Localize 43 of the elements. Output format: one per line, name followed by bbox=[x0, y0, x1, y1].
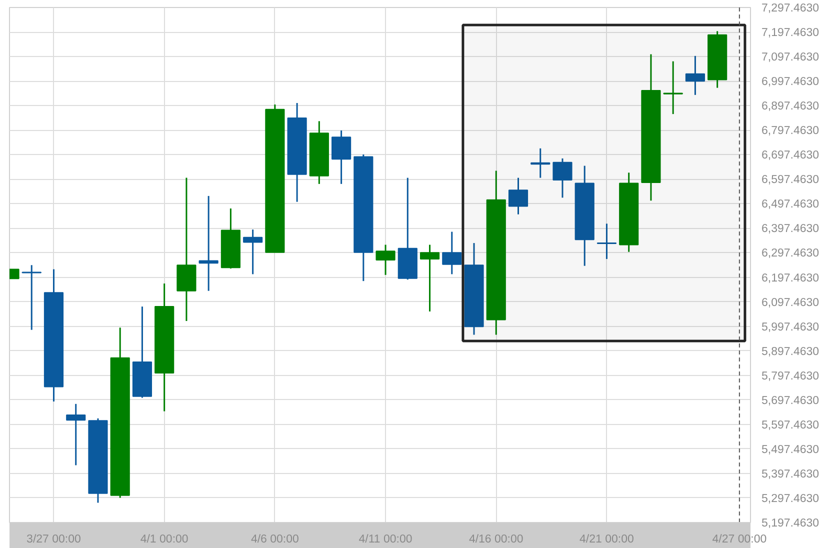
ref-line-label: 4/27 00:00 bbox=[712, 534, 767, 546]
y-tick-label: 5,997.4630 bbox=[762, 321, 820, 334]
x-tick-label: 4/1 00:00 bbox=[140, 534, 188, 546]
candlestick bbox=[663, 60, 683, 115]
y-tick-label: 6,897.4630 bbox=[762, 100, 820, 113]
y-tick-label: 7,297.4630 bbox=[762, 2, 820, 14]
y-tick-label: 5,297.4630 bbox=[762, 492, 820, 505]
candlestick bbox=[332, 130, 352, 185]
y-tick-label: 6,397.4630 bbox=[762, 223, 820, 236]
y-tick-label: 5,597.4630 bbox=[762, 419, 820, 432]
y-tick-label: 7,197.4630 bbox=[762, 27, 820, 40]
y-tick-label: 5,497.4630 bbox=[762, 444, 820, 456]
candlestick bbox=[685, 55, 705, 96]
y-tick-label: 6,997.4630 bbox=[762, 76, 820, 88]
candlestick bbox=[22, 264, 42, 331]
x-tick-label: 4/11 00:00 bbox=[358, 534, 412, 546]
y-tick-label: 5,197.4630 bbox=[762, 518, 820, 530]
y-tick-label: 7,097.4630 bbox=[762, 52, 820, 64]
candlestick bbox=[552, 158, 572, 198]
y-tick-label: 6,797.4630 bbox=[762, 125, 820, 138]
candlestick bbox=[508, 177, 528, 216]
candlestick bbox=[376, 244, 396, 276]
candlestick bbox=[66, 403, 86, 466]
x-tick-label: 3/27 00:00 bbox=[26, 534, 81, 546]
candlestick bbox=[530, 148, 550, 179]
x-tick-label: 4/21 00:00 bbox=[580, 534, 634, 546]
y-tick-label: 6,597.4630 bbox=[762, 174, 820, 186]
candlestick bbox=[442, 231, 462, 275]
y-tick-label: 6,497.4630 bbox=[762, 198, 820, 211]
y-tick-label: 6,197.4630 bbox=[762, 272, 820, 284]
y-tick-label: 5,397.4630 bbox=[762, 468, 820, 480]
y-tick-label: 6,697.4630 bbox=[762, 150, 820, 162]
candlestick bbox=[596, 222, 617, 260]
candlestick bbox=[198, 195, 218, 292]
y-tick-label: 5,897.4630 bbox=[762, 346, 820, 358]
candlestick bbox=[243, 228, 263, 275]
candlestick bbox=[420, 244, 440, 312]
y-tick-label: 5,797.4630 bbox=[762, 370, 820, 382]
y-tick-label: 5,697.4630 bbox=[762, 394, 820, 407]
y-tick-label: 6,097.4630 bbox=[762, 296, 820, 309]
y-tick-label: 6,297.4630 bbox=[762, 248, 820, 260]
x-tick-label: 4/6 00:00 bbox=[250, 534, 299, 546]
x-tick-label: 4/16 00:00 bbox=[468, 534, 524, 546]
